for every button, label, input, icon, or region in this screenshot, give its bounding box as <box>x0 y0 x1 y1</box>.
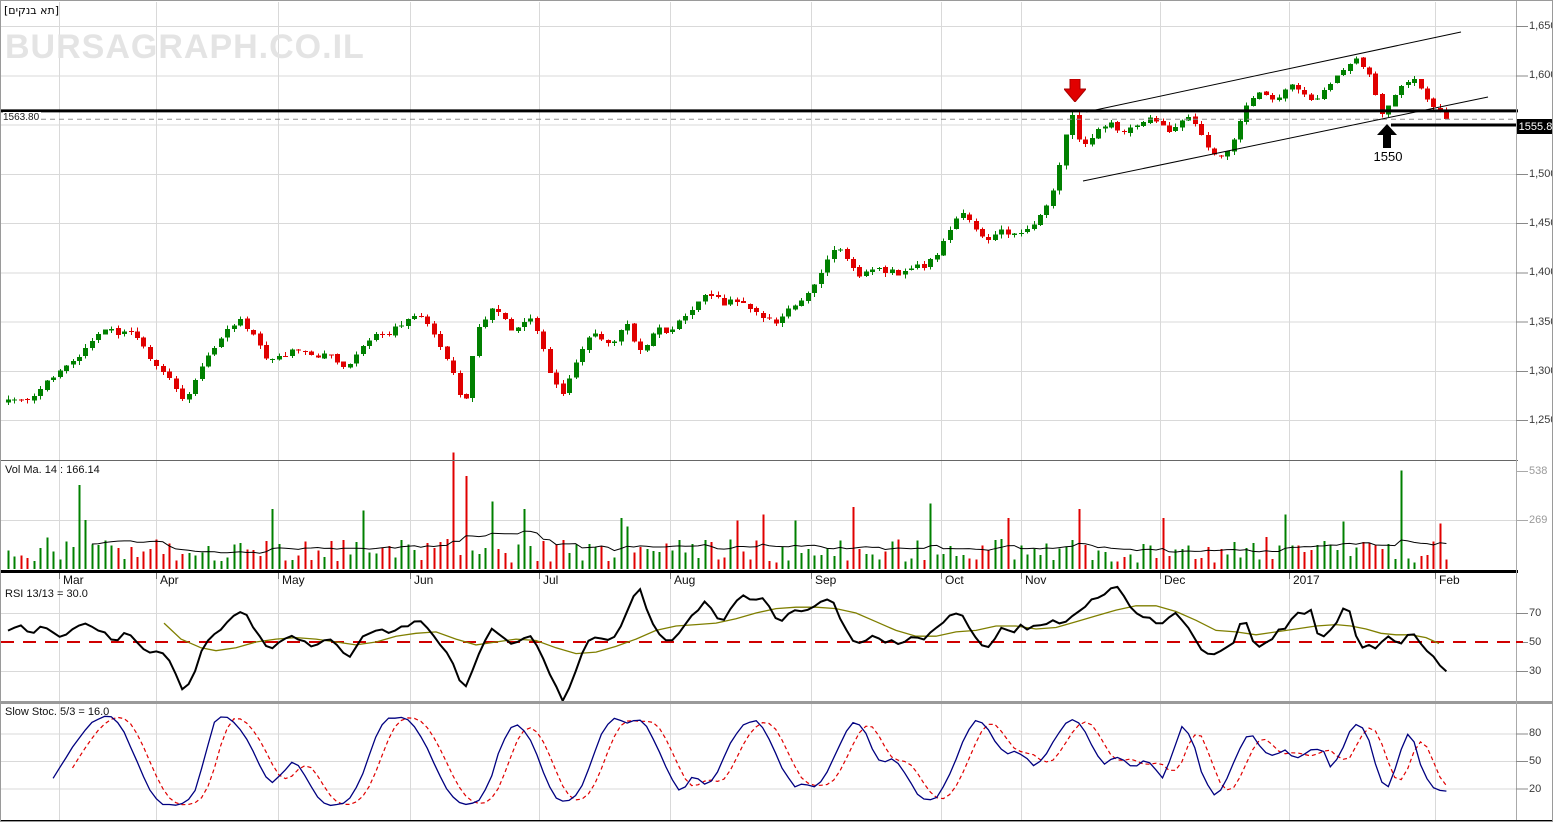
price-axis-label: 1,250 <box>1529 414 1552 426</box>
month-label: Oct <box>945 573 964 587</box>
month-label: Nov <box>1025 573 1047 587</box>
up-arrow-icon <box>1377 124 1397 148</box>
down-arrow-icon <box>1062 78 1088 103</box>
month-label: 2017 <box>1293 573 1320 587</box>
grid-layer <box>1 2 1516 820</box>
volume-axis-label: 538 <box>1529 464 1548 477</box>
stoch-axis-label: 20 <box>1529 782 1542 795</box>
price-axis-label: 1,500 <box>1529 167 1552 180</box>
price-axis-label: 1,650 <box>1529 20 1552 32</box>
candlestick-series <box>6 56 1449 406</box>
price-axis-label: 1,300 <box>1529 364 1552 377</box>
month-label: Jul <box>543 573 559 587</box>
support-annotation-label: 1550 <box>1373 149 1403 164</box>
price-axis-label: 1,600 <box>1529 69 1552 82</box>
stoch-label: Slow Stoc. 5/3 = 16.0 <box>5 706 110 718</box>
rsi-axis-label: 30 <box>1529 665 1542 677</box>
month-label: Sep <box>815 573 837 587</box>
watermark: BURSAGRAPH.CO.IL <box>5 28 365 66</box>
volume-ma-label: Vol Ma. 14 : 166.14 <box>5 464 100 476</box>
rsi-axis-label: 50 <box>1529 636 1542 648</box>
month-label: Jun <box>414 573 434 587</box>
month-label: Mar <box>63 573 84 587</box>
month-label: Aug <box>674 573 696 587</box>
last-price-box: 1555.8 <box>1517 119 1553 134</box>
month-label: Dec <box>1164 573 1186 587</box>
price-axis-label: 1,400 <box>1529 266 1552 279</box>
stoch-axis-label: 80 <box>1529 727 1542 740</box>
rsi-axis-label: 70 <box>1529 607 1542 619</box>
resistance-price-label: 1563.80 <box>3 112 42 123</box>
instrument-title: [תא בנקים] <box>4 4 59 17</box>
indicator-series <box>1 530 1516 807</box>
price-axis-label: 1,450 <box>1529 217 1552 229</box>
price-axis-label: 1,350 <box>1529 315 1552 328</box>
stoch-axis-label: 50 <box>1529 755 1542 767</box>
month-label: Apr <box>160 573 179 587</box>
month-label: Feb <box>1439 573 1460 587</box>
overlay-layer <box>1 31 1518 182</box>
rsi-label: RSI 13/13 = 30.0 <box>5 588 88 600</box>
volume-series <box>7 452 1448 569</box>
volume-axis-label: 269 <box>1529 513 1548 526</box>
month-label: May <box>282 573 305 587</box>
